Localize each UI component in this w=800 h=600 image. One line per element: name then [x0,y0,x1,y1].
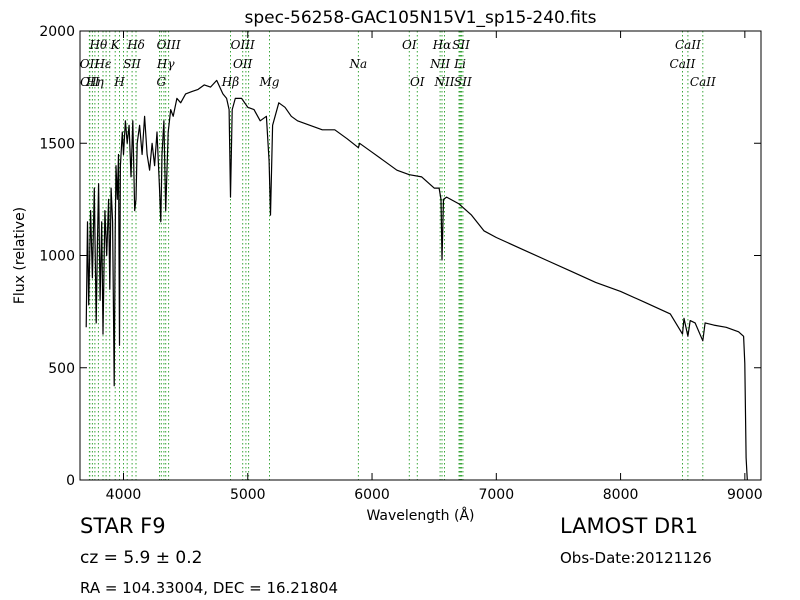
line-marker-label: OIII [157,38,181,52]
y-tick-label: 1000 [39,249,75,265]
line-marker-label: Hδ [126,38,145,52]
line-marker-label: Hη [85,75,104,89]
line-marker-label: Hε [94,57,112,71]
y-tick-label: 1500 [39,136,75,152]
x-tick-label: 7000 [478,487,514,503]
ra-dec-coordinates: RA = 104.33004, DEC = 16.21804 [80,579,339,597]
x-tick-label: 4000 [106,487,142,503]
line-marker-group [88,31,704,480]
line-marker-label: NII [429,57,450,71]
line-marker-label: Hα [432,38,452,52]
y-axis-label: Flux (relative) [12,207,28,304]
observation-date: Obs-Date:20121126 [560,549,712,567]
object-class: STAR F9 [80,514,166,538]
line-marker-label: H [113,75,125,89]
line-marker-label: K [110,38,121,52]
line-marker-label: OI [402,38,417,52]
survey-name: LAMOST DR1 [560,514,699,538]
line-marker-label: CaII [690,75,716,89]
line-marker-label: CaII [670,57,696,71]
line-marker-label: G [156,75,166,89]
y-tick-label: 500 [48,361,75,377]
line-marker-label: Hθ [89,38,108,52]
x-tick-label: 6000 [354,487,390,503]
y-tick-label: 0 [66,473,75,489]
line-marker-label: SII [454,75,472,89]
line-marker-label: OII [80,75,100,89]
line-marker-label: Hγ [156,57,175,71]
x-tick-label: 9000 [727,487,763,503]
line-marker-label: OIII [231,38,255,52]
spectrum-line [85,79,748,480]
line-marker-label: Na [349,57,368,71]
line-marker-label: Li [453,57,466,71]
line-marker-label: SII [452,38,470,52]
chart-title: spec-56258-GAC105N15V1_sp15-240.fits [244,8,596,28]
redshift-cz: cz = 5.9 ± 0.2 [80,548,203,568]
line-marker-label: CaII [675,38,701,52]
line-marker-label: Mg [259,75,280,89]
plot-frame [79,30,762,481]
y-tick-label: 2000 [39,24,75,40]
x-tick-label: 8000 [603,487,639,503]
line-marker-label: NII [433,75,454,89]
x-tick-label: 5000 [230,487,266,503]
line-marker-label: Hβ [221,75,239,89]
line-marker-label: OII [233,57,253,71]
line-marker-label: SII [123,57,141,71]
x-axis-label: Wavelength (Å) [366,507,474,524]
line-marker-label: OI [410,75,425,89]
line-marker-label: OII [80,57,100,71]
